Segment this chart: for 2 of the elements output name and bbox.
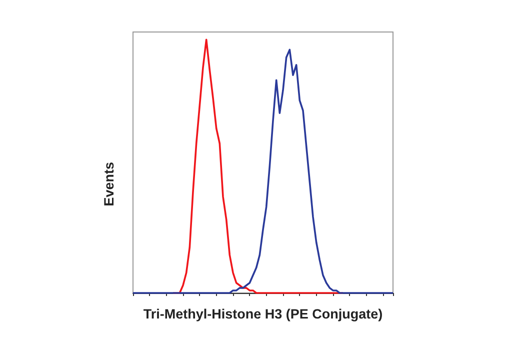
y-axis-title: Events — [102, 162, 116, 206]
x-axis-title: Tri-Methyl-Histone H3 (PE Conjugate) — [143, 306, 383, 322]
